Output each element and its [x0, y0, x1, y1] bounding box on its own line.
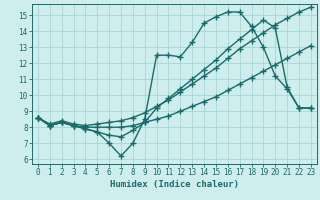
X-axis label: Humidex (Indice chaleur): Humidex (Indice chaleur)	[110, 180, 239, 189]
